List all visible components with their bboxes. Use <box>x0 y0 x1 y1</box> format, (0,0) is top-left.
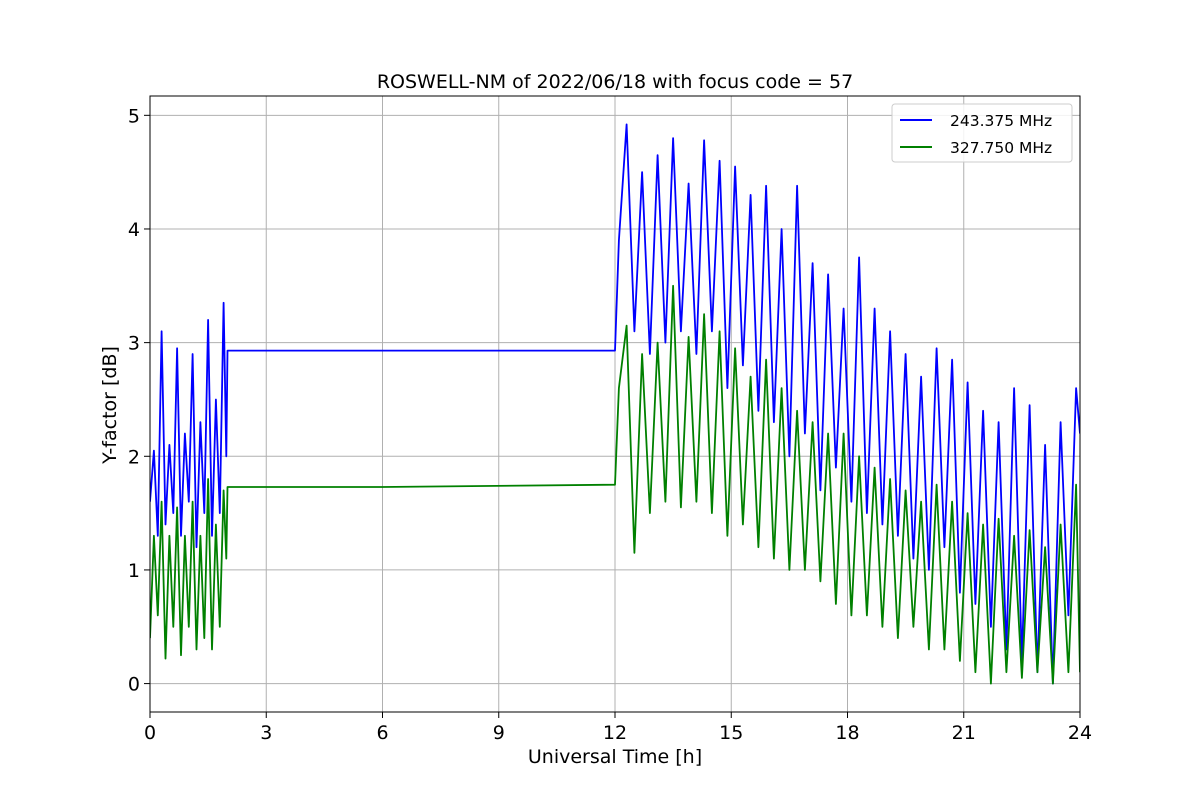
x-tick-label: 3 <box>260 722 272 744</box>
y-tick-label: 0 <box>128 674 140 696</box>
x-axis-label: Universal Time [h] <box>528 746 702 768</box>
y-tick-label: 3 <box>128 333 140 355</box>
x-tick-label: 0 <box>144 722 156 744</box>
x-tick-label: 21 <box>952 722 976 744</box>
x-tick-label: 18 <box>835 722 859 744</box>
y-axis-label: Y-factor [dB] <box>99 346 121 465</box>
x-tick-label: 9 <box>493 722 505 744</box>
legend: 243.375 MHz 327.750 MHz <box>891 103 1073 163</box>
series-line-1 <box>150 123 1080 685</box>
chart-title: ROSWELL-NM of 2022/06/18 with focus code… <box>377 71 853 93</box>
y-tick-label: 4 <box>128 219 140 241</box>
y-tick-label: 2 <box>128 446 140 468</box>
x-tick-label: 24 <box>1068 722 1092 744</box>
x-tick-label: 12 <box>603 722 627 744</box>
x-tick-label: 15 <box>719 722 743 744</box>
y-tick-label: 1 <box>128 560 140 582</box>
legend-label: 327.750 MHz <box>950 139 1052 157</box>
y-tick-label: 5 <box>128 105 140 127</box>
x-tick-label: 6 <box>376 722 388 744</box>
series-layer <box>150 123 1080 685</box>
legend-box <box>891 103 1073 163</box>
legend-label: 243.375 MHz <box>950 112 1052 130</box>
series-line-2 <box>150 284 1080 685</box>
